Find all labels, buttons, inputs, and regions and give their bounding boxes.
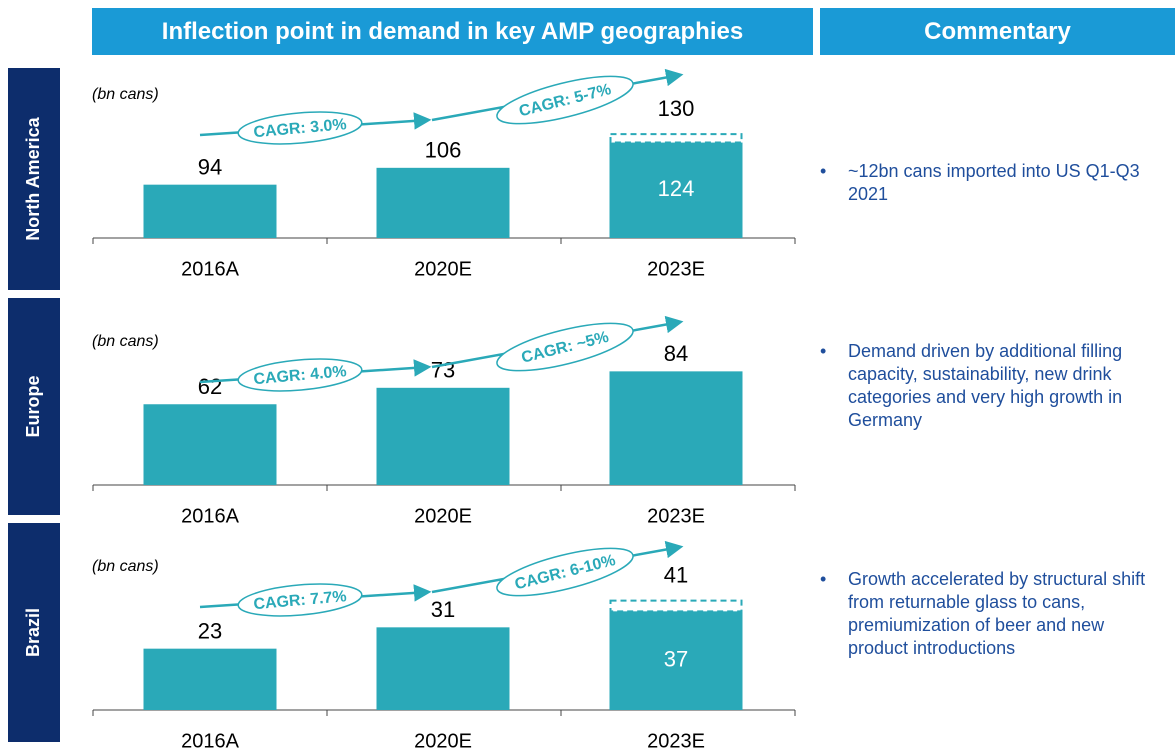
upside-range bbox=[609, 599, 743, 613]
value-label: 106 bbox=[425, 138, 462, 163]
value-label: 94 bbox=[198, 154, 222, 179]
cagr-ellipse bbox=[496, 547, 634, 597]
cagr-ellipse bbox=[496, 322, 634, 372]
x-tick-label: 2016A bbox=[181, 258, 239, 280]
bar bbox=[376, 387, 510, 485]
bar bbox=[376, 167, 510, 238]
region-box bbox=[8, 298, 60, 515]
bar bbox=[143, 404, 277, 485]
region-box bbox=[8, 68, 60, 290]
x-tick-label: 2020E bbox=[414, 258, 472, 280]
unit-note: (bn cans) bbox=[92, 558, 159, 575]
value-label: 84 bbox=[664, 341, 688, 366]
bar bbox=[143, 184, 277, 238]
cagr-bubble: CAGR: ~5% bbox=[496, 322, 634, 372]
value-label: 31 bbox=[431, 597, 455, 622]
bar bbox=[376, 627, 510, 710]
value-label: 73 bbox=[431, 358, 455, 383]
region-label: North America bbox=[23, 116, 43, 240]
unit-note: (bn cans) bbox=[92, 333, 159, 350]
x-tick-label: 2023E bbox=[647, 505, 705, 527]
unit-note: (bn cans) bbox=[92, 86, 159, 103]
cagr-ellipse bbox=[237, 111, 363, 145]
x-tick-label: 2020E bbox=[414, 505, 472, 527]
x-tick-label: 2023E bbox=[647, 258, 705, 280]
commentary-text: Growth accelerated by structural shift f… bbox=[848, 569, 1146, 658]
region-label: Europe bbox=[23, 375, 43, 437]
bar bbox=[609, 611, 743, 710]
commentary-item: • Growth accelerated by structural shift … bbox=[820, 568, 1165, 660]
x-tick-label: 2016A bbox=[181, 505, 239, 527]
cagr-ellipse bbox=[496, 75, 634, 125]
x-tick-label: 2016A bbox=[181, 730, 239, 750]
cagr-bubble: CAGR: 3.0% bbox=[237, 111, 363, 145]
region-box bbox=[8, 523, 60, 742]
value-label: 37 bbox=[664, 646, 688, 671]
commentary-item: • Demand driven by additional filling cap… bbox=[820, 340, 1165, 432]
bar bbox=[143, 648, 277, 710]
value-label: 62 bbox=[198, 374, 222, 399]
commentary-text: ~12bn cans imported into US Q1-Q3 2021 bbox=[848, 161, 1140, 204]
bar bbox=[609, 142, 743, 238]
value-label: 41 bbox=[664, 562, 688, 587]
value-label: 23 bbox=[198, 618, 222, 643]
right-header: Commentary bbox=[820, 8, 1175, 55]
cagr-ellipse bbox=[237, 358, 363, 392]
x-tick-label: 2020E bbox=[414, 730, 472, 750]
commentary-item: • ~12bn cans imported into US Q1-Q3 2021 bbox=[820, 160, 1165, 206]
cagr-bubble: CAGR: 7.7% bbox=[237, 583, 363, 617]
left-header: Inflection point in demand in key AMP ge… bbox=[92, 8, 813, 55]
commentary-text: Demand driven by additional filling capa… bbox=[848, 341, 1123, 430]
bar bbox=[609, 371, 743, 485]
cagr-ellipse bbox=[237, 583, 363, 617]
cagr-bubble: CAGR: 5-7% bbox=[496, 75, 634, 125]
charts: North America (bn cans) 2016A 94 2020E 106 202… bbox=[8, 68, 796, 750]
x-tick-label: 2023E bbox=[647, 730, 705, 750]
value-label: 130 bbox=[658, 96, 695, 121]
value-label: 124 bbox=[658, 176, 695, 201]
upside-range bbox=[609, 133, 743, 144]
cagr-bubble: CAGR: 4.0% bbox=[237, 358, 363, 392]
cagr-bubble: CAGR: 6-10% bbox=[496, 547, 634, 597]
region-label: Brazil bbox=[23, 608, 43, 657]
